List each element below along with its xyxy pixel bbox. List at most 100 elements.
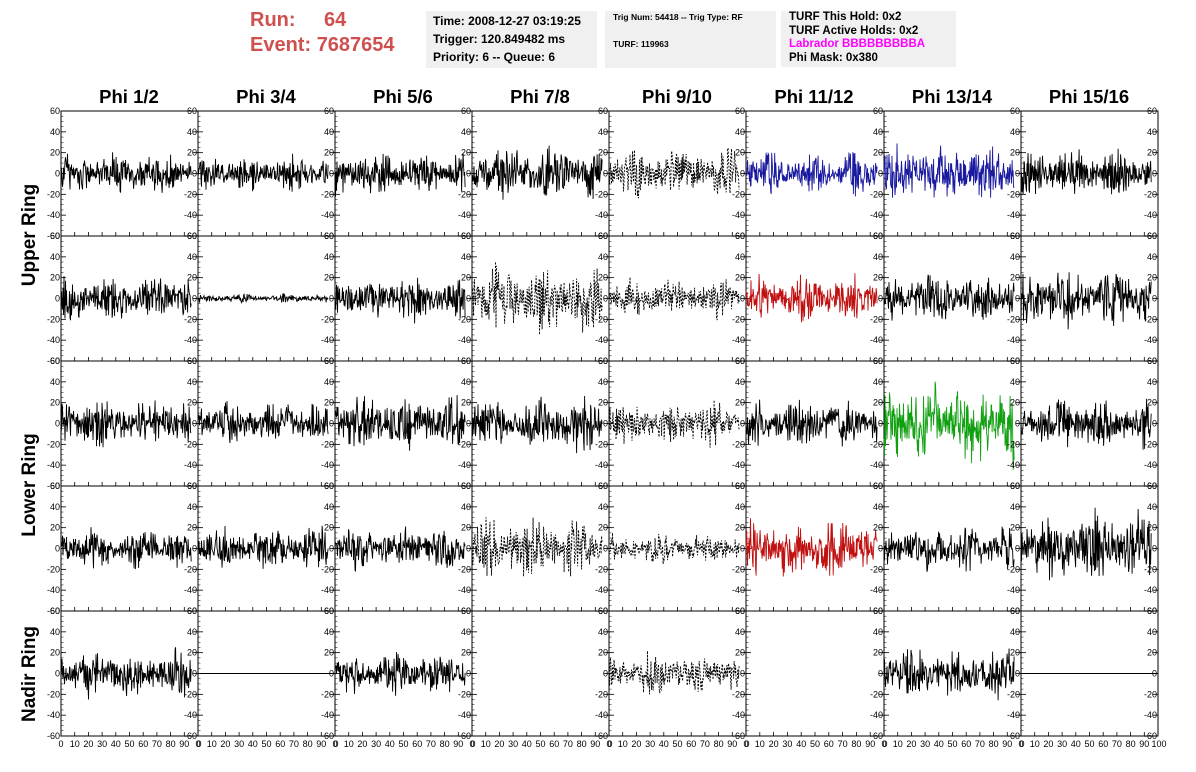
- y-tick-label: 40: [324, 377, 334, 387]
- y-tick-label: -20: [458, 314, 471, 324]
- y-tick-label: 40: [598, 502, 608, 512]
- y-tick-label: 0: [55, 294, 60, 304]
- y-tick-label: 60: [50, 606, 60, 616]
- waveform-trace: [608, 650, 740, 695]
- x-tick-label: 0: [606, 739, 611, 749]
- y-tick-label: 60: [1010, 106, 1020, 116]
- waveform-trace: [197, 293, 329, 304]
- y-tick-label: 40: [50, 377, 60, 387]
- y-tick-label: 60: [873, 356, 883, 366]
- y-tick-label: -20: [321, 689, 334, 699]
- y-tick-label: -20: [1007, 314, 1020, 324]
- y-tick-label: -60: [47, 231, 60, 241]
- y-tick-label: 60: [598, 106, 608, 116]
- event-value: 7687654: [316, 34, 395, 56]
- y-tick-label: 60: [187, 106, 197, 116]
- y-tick-label: 60: [461, 481, 471, 491]
- trigger-info-box: Trig Num: 54418 -- Trig Type: RF TURF: 1…: [605, 11, 776, 68]
- y-tick-label: 20: [1147, 148, 1157, 158]
- x-tick-label: 60: [549, 739, 559, 749]
- x-tick-label: 60: [824, 739, 834, 749]
- y-tick-label: -40: [47, 460, 60, 470]
- x-tick-label: 70: [563, 739, 573, 749]
- x-tick-label: 40: [659, 739, 669, 749]
- run-value: 64: [324, 9, 347, 31]
- y-tick-label: 40: [50, 502, 60, 512]
- y-tick-label: 0: [1152, 294, 1157, 304]
- y-tick-label: -20: [1144, 189, 1157, 199]
- y-tick-label: -60: [595, 731, 608, 741]
- x-tick-label: 40: [248, 739, 258, 749]
- x-tick-label: 30: [782, 739, 792, 749]
- y-tick-label: 0: [329, 294, 334, 304]
- y-tick-label: 60: [1147, 481, 1157, 491]
- y-tick-label: 20: [461, 523, 471, 533]
- waveform-trace: [883, 381, 1015, 470]
- y-tick-label: 20: [1147, 273, 1157, 283]
- x-tick-label: 10: [344, 739, 354, 749]
- y-tick-label: -60: [321, 731, 334, 741]
- y-tick-label: -20: [732, 689, 745, 699]
- y-tick-label: 40: [461, 252, 471, 262]
- waveform-trace: [883, 274, 1015, 321]
- x-tick-label: 60: [412, 739, 422, 749]
- y-tick-label: -40: [184, 210, 197, 220]
- x-tick-label: 80: [989, 739, 999, 749]
- y-tick-label: -40: [47, 335, 60, 345]
- y-tick-label: -20: [1144, 439, 1157, 449]
- x-tick-label: 70: [426, 739, 436, 749]
- x-tick-label: 30: [920, 739, 930, 749]
- y-tick-label: 40: [1147, 627, 1157, 637]
- x-tick-label: 50: [398, 739, 408, 749]
- y-tick-label: 0: [1015, 669, 1020, 679]
- y-tick-label: 20: [50, 398, 60, 408]
- y-tick-label: -20: [47, 314, 60, 324]
- waveform-trace: [334, 651, 466, 696]
- y-tick-label: 40: [873, 502, 883, 512]
- x-tick-label: 20: [357, 739, 367, 749]
- waveform-trace: [471, 261, 603, 335]
- y-tick-label: 0: [740, 294, 745, 304]
- y-tick-label: 0: [878, 419, 883, 429]
- x-tick-label: 20: [494, 739, 504, 749]
- labrador-text: Labrador BBBBBBBBBA: [789, 38, 926, 50]
- y-tick-label: 0: [1152, 169, 1157, 179]
- y-tick-label: -60: [732, 731, 745, 741]
- y-tick-label: 20: [1010, 148, 1020, 158]
- y-tick-label: 20: [598, 523, 608, 533]
- x-tick-label: 30: [371, 739, 381, 749]
- waveform-trace: [745, 151, 878, 197]
- waveform-trace: [608, 400, 740, 448]
- y-tick-label: 40: [50, 252, 60, 262]
- y-tick-label: 40: [735, 377, 745, 387]
- y-tick-label: 20: [50, 648, 60, 658]
- y-tick-label: 60: [735, 231, 745, 241]
- x-tick-label: 80: [166, 739, 176, 749]
- x-tick-label: 20: [1043, 739, 1053, 749]
- y-tick-label: 60: [461, 231, 471, 241]
- panel-frame: [1020, 110, 1159, 237]
- x-tick-label: 70: [289, 739, 299, 749]
- turf-text: TURF: 119963: [613, 39, 669, 49]
- y-tick-label: 20: [1010, 398, 1020, 408]
- y-tick-label: -40: [870, 210, 883, 220]
- y-tick-label: 20: [50, 523, 60, 533]
- y-tick-label: -40: [870, 460, 883, 470]
- waveform-trace: [334, 395, 466, 451]
- x-tick-label: 10: [70, 739, 80, 749]
- x-tick-label: 90: [865, 739, 875, 749]
- y-tick-label: -40: [1007, 335, 1020, 345]
- y-tick-label: 0: [329, 169, 334, 179]
- y-tick-label: 60: [598, 481, 608, 491]
- y-tick-label: 0: [192, 544, 197, 554]
- x-tick-label: 80: [714, 739, 724, 749]
- turf-info-box: TURF This Hold: 0x2 TURF Active Holds: 0…: [781, 11, 956, 67]
- x-tick-label: 10: [481, 739, 491, 749]
- y-tick-label: -40: [732, 210, 745, 220]
- y-tick-label: 0: [740, 669, 745, 679]
- x-tick-label: 0: [195, 739, 200, 749]
- x-tick-label: 0: [470, 739, 475, 749]
- y-tick-label: 0: [466, 544, 471, 554]
- event-row: Event: 7687654: [250, 33, 395, 58]
- y-tick-label: -20: [1144, 314, 1157, 324]
